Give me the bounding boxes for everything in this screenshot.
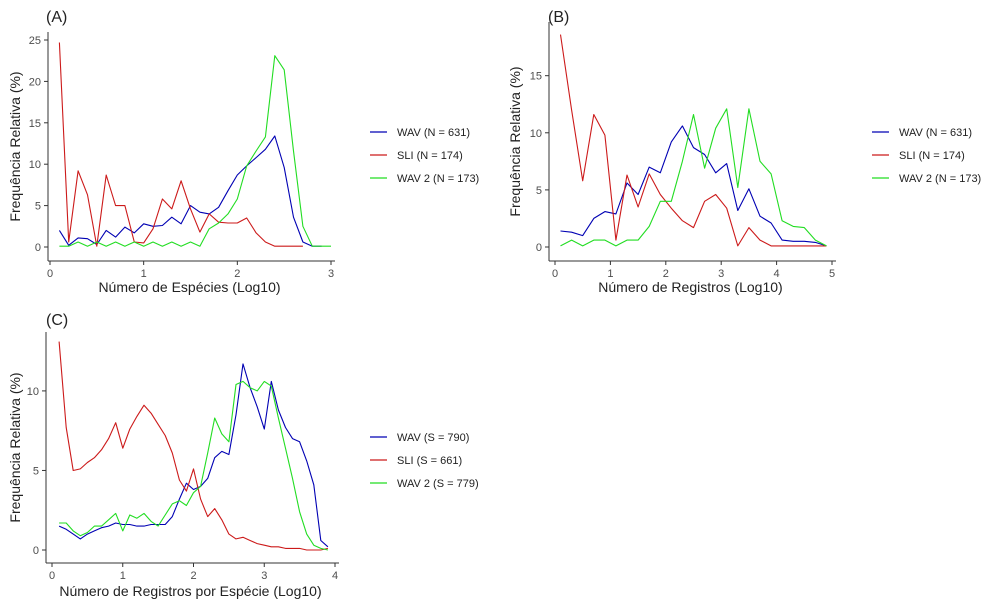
x-axis-title: Número de Registros (Log10) [598, 279, 782, 295]
y-tick-label: 25 [29, 35, 41, 47]
legend-label-3: WAV 2 (N = 173) [397, 173, 479, 185]
y-tick-label: 15 [29, 118, 41, 130]
x-tick-label: 0 [552, 268, 558, 280]
series-line-1 [58, 135, 322, 247]
x-tick-label: 4 [332, 570, 338, 582]
x-tick-label: 4 [774, 268, 780, 280]
series-line-3 [560, 108, 827, 247]
y-tick-label: 10 [29, 159, 41, 171]
x-tick-label: 2 [663, 268, 669, 280]
legend: WAV (N = 631) SLI (N = 174) WAV 2 (N = 173… [370, 127, 479, 185]
series-line-2 [58, 42, 303, 247]
y-tick-label: 5 [536, 185, 542, 197]
panel-label: (C) [46, 312, 68, 329]
legend-label-2: SLI (N = 174) [397, 150, 463, 162]
x-tick-label: 5 [829, 268, 835, 280]
y-tick-label: 15 [530, 71, 542, 83]
chart-panel-b: (B) 0 5 10 15 0 1 2 3 4 5 Número de Registros (Log1… [507, 9, 981, 295]
series-line-2 [58, 341, 329, 551]
x-tick-label: 0 [49, 570, 55, 582]
legend-label-1: WAV (N = 631) [397, 127, 470, 139]
legend-label-2: SLI (N = 174) [899, 150, 965, 162]
series-line-3 [59, 380, 329, 551]
y-tick-label: 5 [33, 465, 39, 477]
legend-label-3: WAV 2 (N = 173) [899, 173, 981, 185]
y-axis-title: Frequência Relativa (%) [7, 71, 23, 221]
series-line-2 [559, 34, 827, 247]
x-tick-label: 0 [47, 268, 53, 280]
y-tick-label: 20 [29, 76, 41, 88]
y-tick-label: 5 [35, 201, 41, 213]
legend: WAV (S = 790) SLI (S = 661) WAV 2 (S = 779… [370, 432, 479, 490]
series-line-3 [59, 55, 331, 247]
x-axis-title: Número de Espécies (Log10) [98, 279, 280, 295]
x-tick-label: 1 [141, 268, 147, 280]
legend: WAV (N = 631) SLI (N = 174) WAV 2 (N = 173… [872, 127, 981, 185]
y-tick-label: 10 [27, 386, 39, 398]
series-line-1 [58, 363, 329, 548]
x-tick-label: 3 [261, 570, 267, 582]
y-tick-label: 0 [33, 545, 39, 557]
x-tick-label: 2 [190, 570, 196, 582]
series-line-1 [560, 125, 827, 247]
legend-label-1: WAV (N = 631) [899, 127, 972, 139]
panel-label: (A) [46, 9, 67, 26]
x-tick-label: 1 [607, 268, 613, 280]
y-tick-label: 0 [35, 242, 41, 254]
legend-label-2: SLI (S = 661) [397, 455, 462, 467]
y-tick-label: 0 [536, 242, 542, 254]
x-axis-title: Número de Registros por Espécie (Log10) [59, 583, 321, 599]
x-tick-label: 3 [718, 268, 724, 280]
y-axis-title: Frequência Relativa (%) [7, 372, 23, 522]
y-tick-label: 10 [530, 128, 542, 140]
legend-label-1: WAV (S = 790) [397, 432, 469, 444]
chart-panel-c: (C) 0 5 10 0 1 2 3 4 Número de Registros por Espé… [7, 312, 479, 599]
y-axis-title: Frequência Relativa (%) [507, 66, 523, 216]
x-tick-label: 3 [328, 268, 334, 280]
x-tick-label: 1 [120, 570, 126, 582]
legend-label-3: WAV 2 (S = 779) [397, 478, 479, 490]
panel-label: (B) [548, 9, 569, 26]
x-tick-label: 2 [234, 268, 240, 280]
chart-panel-a: (A) 0 5 10 15 20 25 0 1 2 3 Número de Espécies (Log… [7, 9, 479, 295]
